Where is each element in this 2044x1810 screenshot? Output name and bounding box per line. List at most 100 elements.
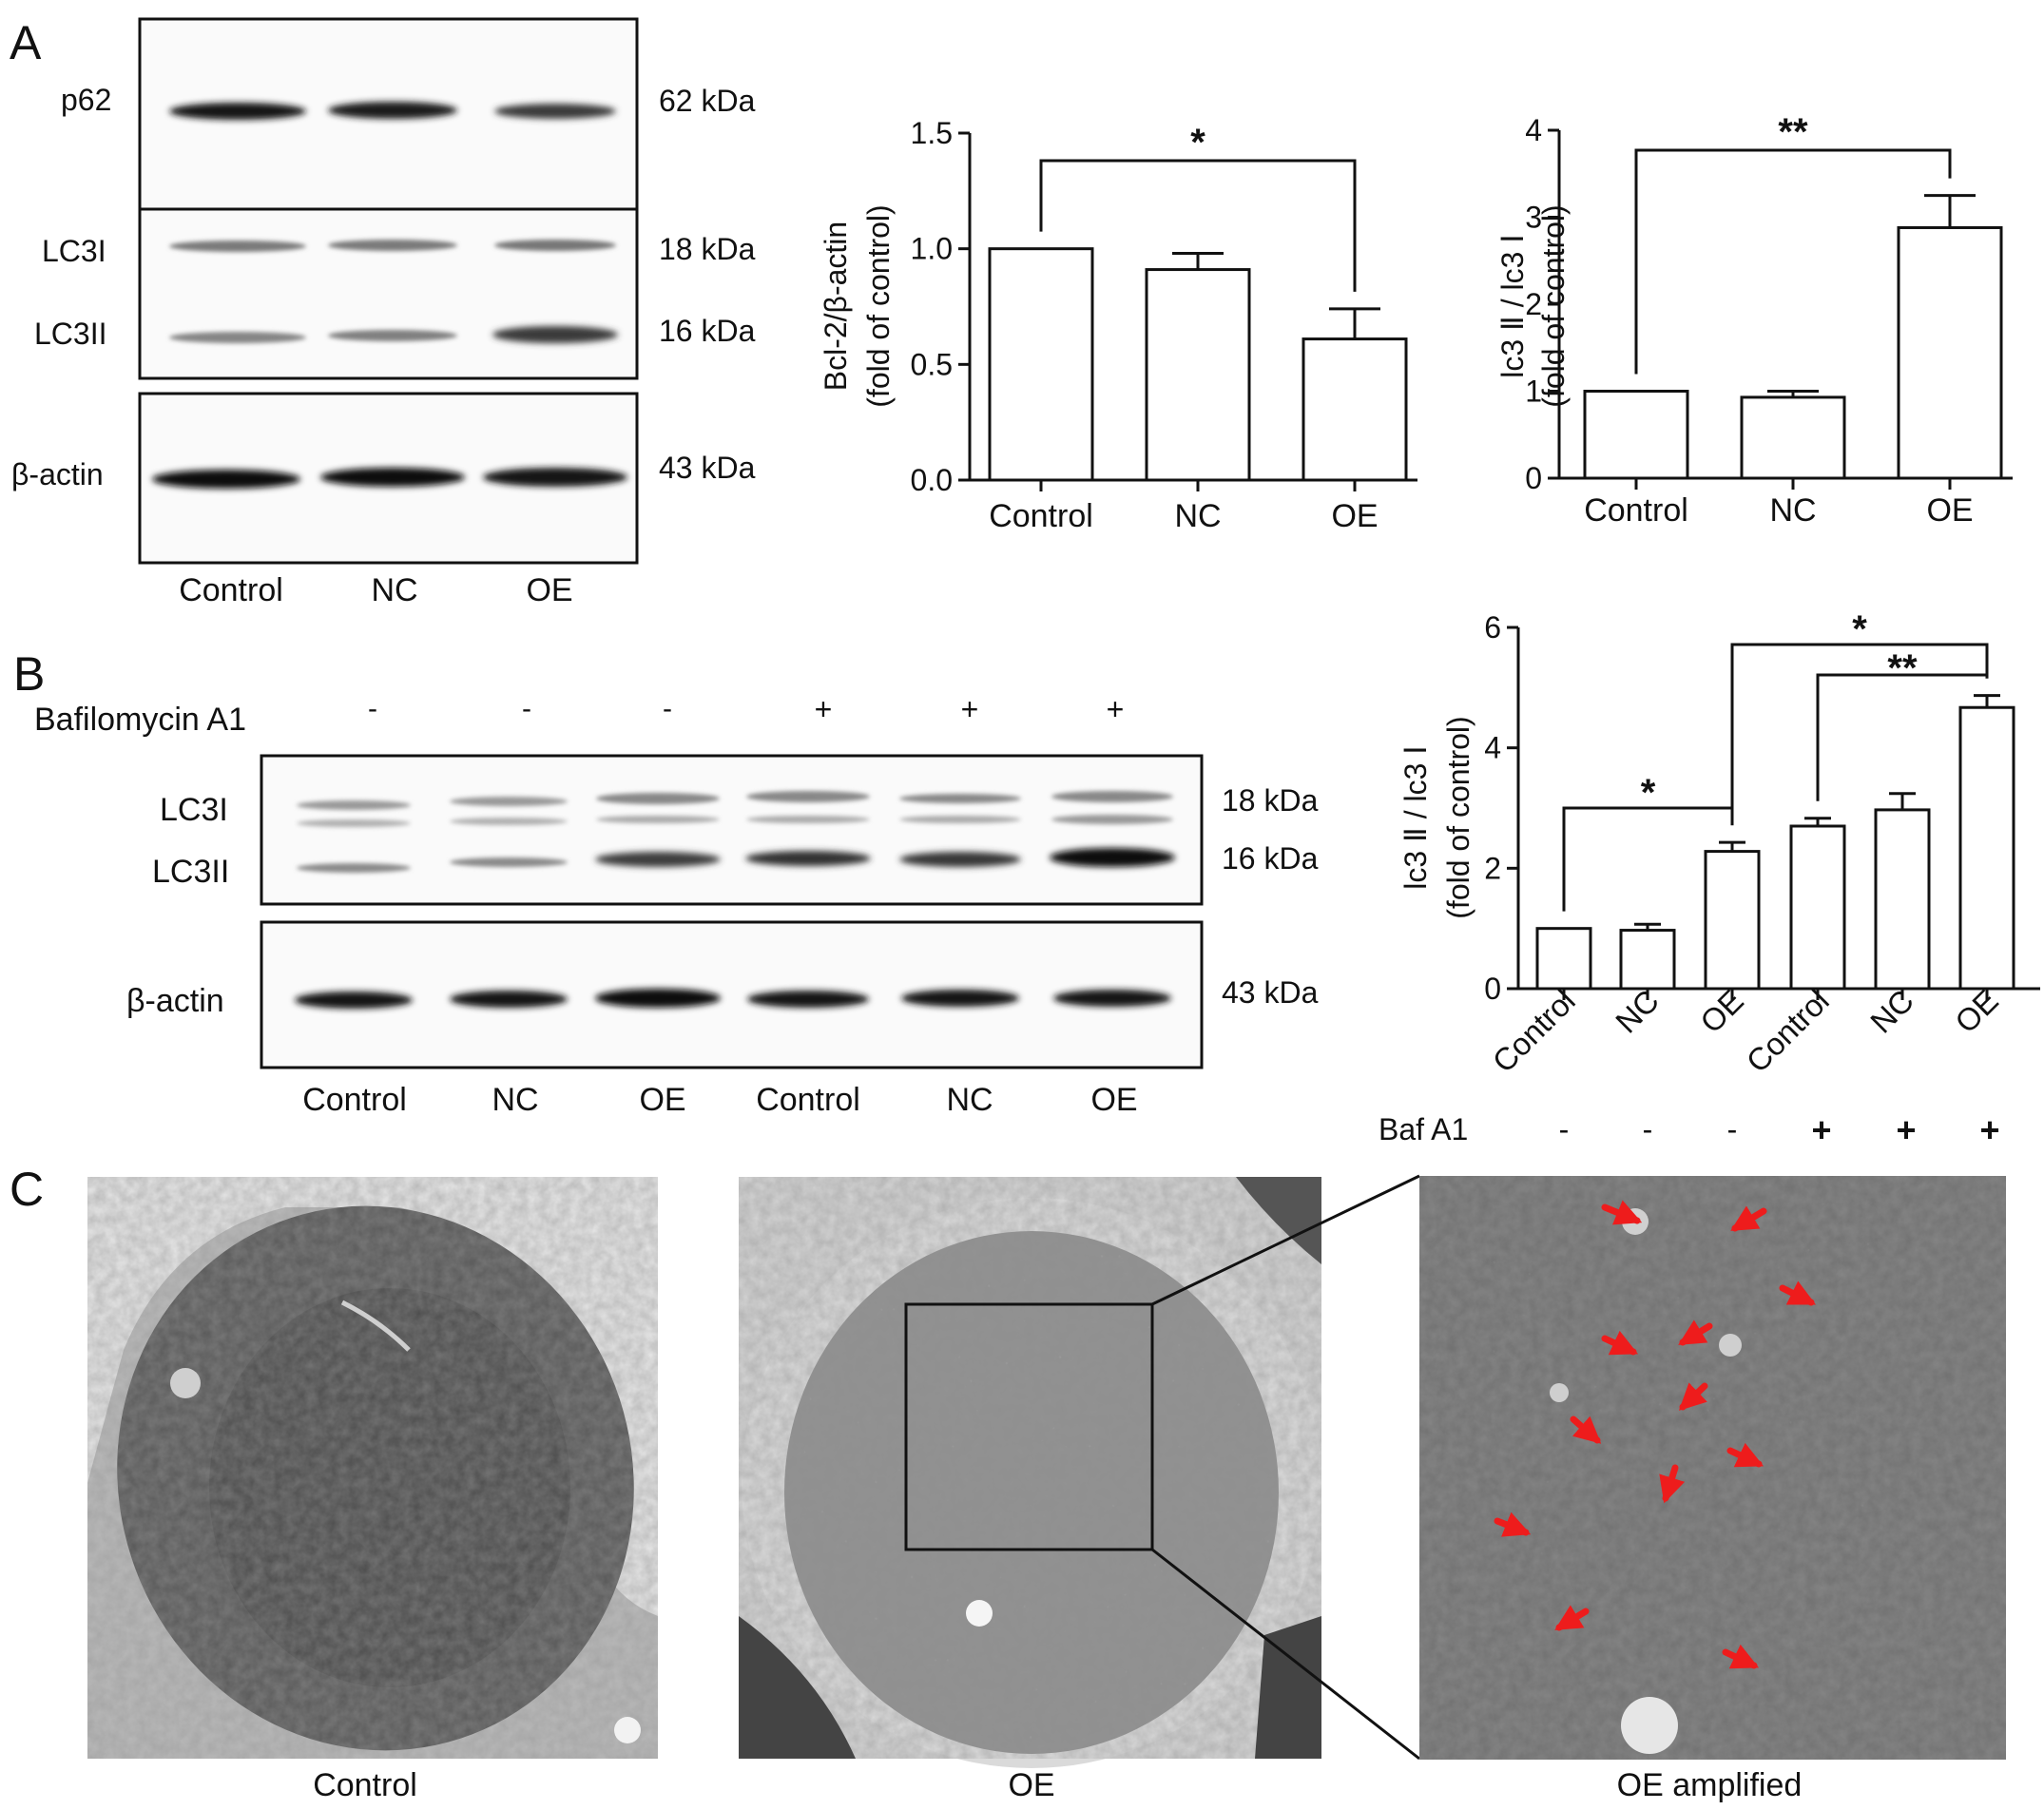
y-axis-label: (fold of control) [1536, 204, 1571, 407]
significance-label: * [1190, 122, 1205, 164]
band [899, 852, 1021, 867]
red-arrows [1494, 1200, 1817, 1669]
significance-bracket [1816, 673, 1989, 801]
bar [1789, 824, 1846, 991]
band [450, 857, 568, 867]
band [297, 800, 411, 810]
tem-oe-amplified-caption: OE amplified [1617, 1767, 1803, 1803]
treatment-sign-4: + [815, 692, 833, 726]
tem-oe-image [739, 1177, 1321, 1768]
treatment-sign-5: + [961, 692, 979, 726]
x-tick-label: NC [1609, 983, 1666, 1040]
treatment-sign-1: - [368, 693, 377, 724]
significance-label: ** [1887, 647, 1918, 689]
significance-label: * [1852, 608, 1867, 650]
band [596, 816, 720, 823]
band [901, 990, 1019, 1007]
lane-label-b-1: Control [302, 1082, 407, 1118]
blot-b-lc3-frame [260, 754, 1204, 906]
y-tick-label: 1.5 [911, 116, 953, 150]
baf-sign-4: + [1811, 1110, 1831, 1149]
band [169, 332, 306, 343]
bar [988, 247, 1094, 482]
band [297, 819, 411, 827]
panel-a-blots: p62 62 kDa LC3I LC3II 18 kDa 16 kDa β-ac… [11, 17, 756, 608]
y-tick-label: 4 [1484, 731, 1501, 765]
arrow-icon [1601, 1200, 1643, 1225]
significance-bracket [1634, 148, 1952, 375]
bar [1897, 225, 2003, 480]
baf-footer: Baf A1 - - - + + + [1379, 1110, 2000, 1149]
x-tick-label: OE [1331, 498, 1378, 534]
panel-b-blots: Bafilomycin A1 - - - + + + LC3 [34, 692, 1319, 1118]
band [328, 330, 457, 341]
x-tick-label: Control [1584, 492, 1688, 529]
chart-bcl2: 0.0 0.5 1.0 1.5 Control NC OE Bcl-2/β-actin (fol… [819, 116, 1417, 534]
bar [1619, 929, 1676, 991]
band [1051, 815, 1173, 824]
band [328, 102, 457, 119]
treatment-sign-3: - [663, 693, 672, 724]
arrow-icon [1570, 1415, 1602, 1444]
blot-b-actin-label: β-actin [126, 983, 224, 1019]
y-axis-label: lc3 Ⅱ / lc3 Ⅰ [1495, 234, 1530, 377]
significance-bracket [1039, 159, 1357, 292]
x-tick-label: Control [989, 498, 1093, 534]
blot-a-lc3ii-size: 16 kDa [659, 314, 756, 348]
significance-label: ** [1778, 111, 1808, 153]
y-axis-label: (fold of control) [861, 204, 896, 407]
y-tick-label: 0.0 [911, 463, 953, 497]
panel-letter-a: A [10, 16, 42, 69]
blot-b-actin-frame [260, 920, 1204, 1069]
arrow-icon [1722, 1644, 1760, 1669]
band [596, 793, 720, 804]
baf-sign-1: - [1559, 1112, 1570, 1146]
blot-a-actin-size: 43 kDa [659, 451, 756, 485]
panel-letter-c: C [10, 1163, 44, 1216]
band [450, 991, 568, 1008]
band [169, 241, 306, 252]
band [595, 989, 721, 1008]
lane-label-b-3: OE [639, 1082, 685, 1118]
band [295, 992, 413, 1009]
tem-oe-caption: OE [1008, 1767, 1054, 1803]
y-tick-label: 1.0 [911, 232, 953, 266]
band [450, 797, 568, 806]
x-tick-label: NC [1863, 983, 1920, 1040]
band [320, 468, 465, 487]
blot-a-lc3ii-label: LC3II [34, 317, 106, 351]
arrow-icon [1659, 1464, 1686, 1504]
band [297, 863, 411, 873]
y-tick-label: 3 [1525, 201, 1542, 235]
blot-b-lc3i-size: 18 kDa [1222, 783, 1319, 818]
baf-sign-3: - [1727, 1112, 1738, 1146]
blot-a-p62-label: p62 [61, 83, 111, 117]
band [1051, 791, 1173, 802]
bar [1704, 850, 1761, 991]
blot-b-lc3-bands [297, 791, 1175, 873]
band [746, 816, 870, 823]
band [746, 791, 870, 802]
blot-b-lc3ii-label: LC3II [152, 854, 229, 890]
y-tick-label: 0 [1525, 461, 1542, 495]
band [494, 240, 616, 251]
bar [1740, 395, 1846, 480]
bar [1583, 390, 1689, 480]
band [450, 818, 568, 825]
band [595, 852, 721, 867]
zoom-line-bottom [1151, 1548, 1420, 1761]
significance-label: * [1641, 772, 1656, 814]
baf-sign-2: - [1643, 1112, 1653, 1146]
blot-b-lc3i-label: LC3I [160, 792, 228, 828]
baf-sign-5: + [1896, 1110, 1916, 1149]
tem-control-image [87, 1177, 658, 1759]
x-tick-label: NC [1769, 492, 1816, 529]
bar [1145, 268, 1251, 482]
y-tick-label: 2 [1525, 287, 1542, 321]
y-tick-label: 4 [1525, 113, 1542, 147]
band [747, 991, 869, 1008]
chart-lc3-ratio-a: 0 1 2 3 4 Control NC OE lc3 Ⅱ / lc3 Ⅰ (fold of co… [1495, 111, 2013, 529]
y-tick-label: 2 [1484, 851, 1501, 885]
